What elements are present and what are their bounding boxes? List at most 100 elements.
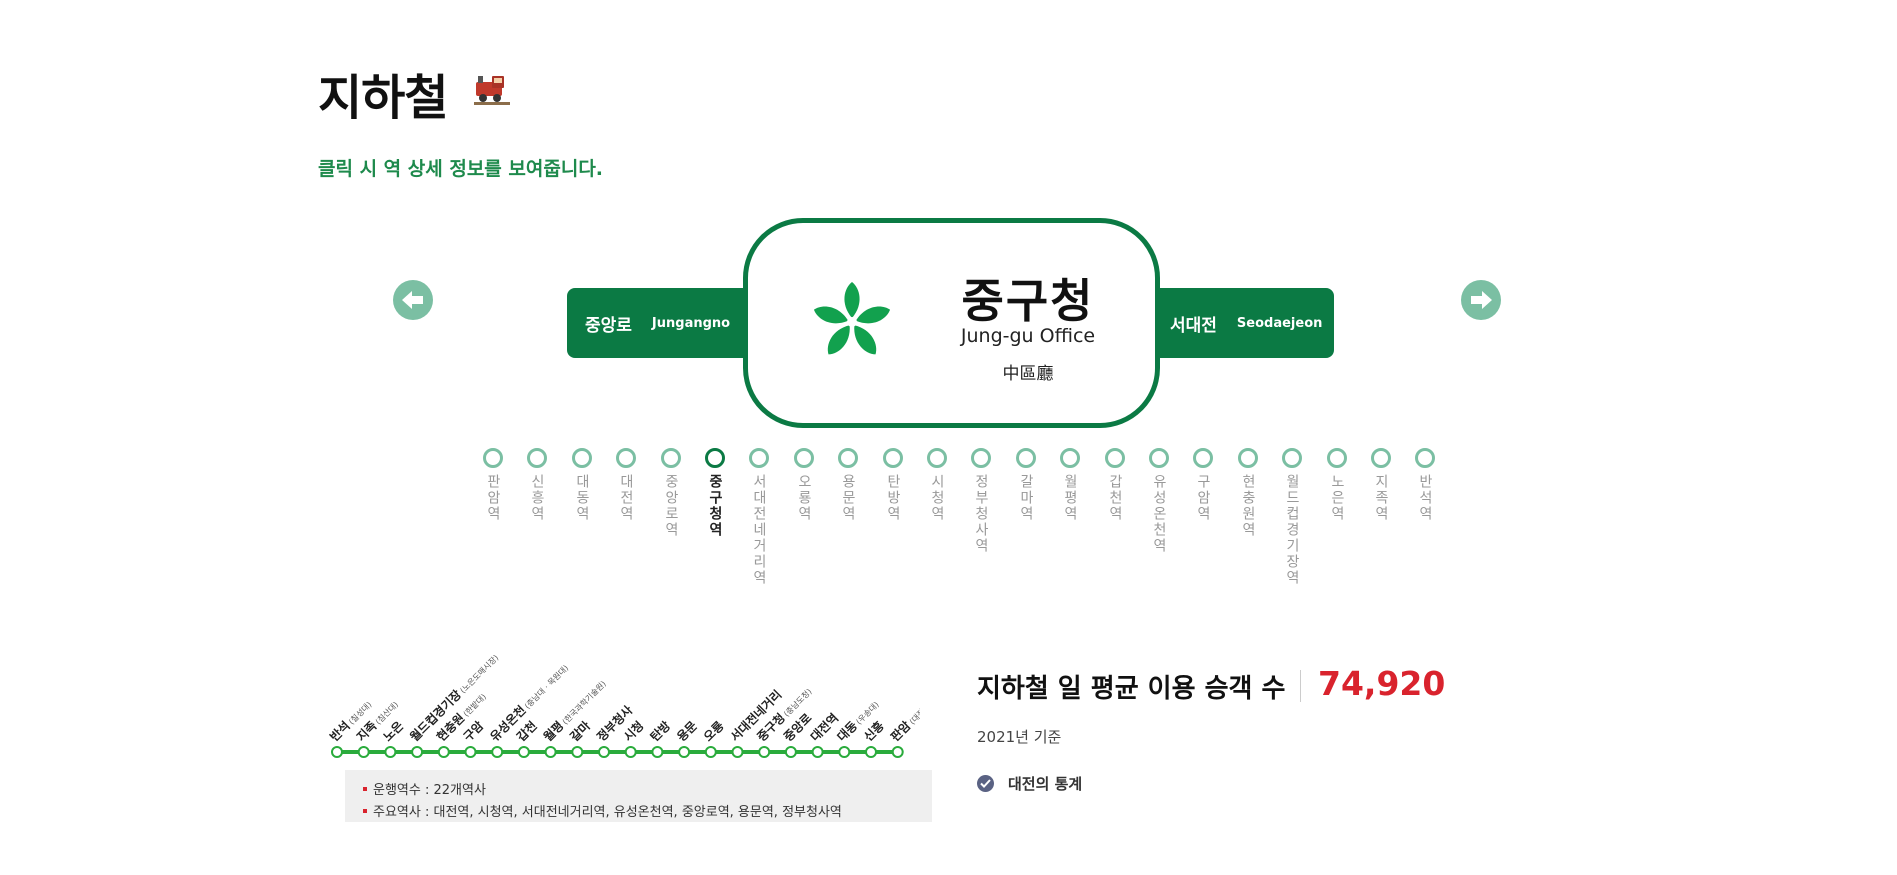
line-map: 반석(칠성대) 지족(침산대) 노은 월드컵경기장(노은도매시장) 현충원(한밭대) 구암… bbox=[320, 640, 934, 760]
station-name: 서대전네거리역 bbox=[751, 474, 767, 586]
station-name: 월드컵경기장역 bbox=[1284, 474, 1300, 586]
page-title: 지하철 bbox=[318, 70, 448, 126]
line-station-label: 오룡 bbox=[700, 718, 726, 744]
station-item[interactable]: 구암역 bbox=[1188, 448, 1218, 522]
line-station-marker bbox=[758, 746, 771, 758]
station-item[interactable]: 탄방역 bbox=[878, 448, 908, 522]
station-item[interactable]: 정부청사역 bbox=[966, 448, 996, 554]
station-dot-icon bbox=[1371, 448, 1391, 468]
station-name: 오룡역 bbox=[796, 474, 812, 522]
station-name: 대동역 bbox=[574, 474, 590, 522]
major-stations-text: 주요역사 : 대전역, 시청역, 서대전네거리역, 유성온천역, 중앙로역, 용… bbox=[373, 805, 842, 820]
station-item[interactable]: 중앙로역 bbox=[656, 448, 686, 538]
current-station-name-hanja: 中區廳 bbox=[1002, 364, 1054, 384]
station-item[interactable]: 갑천역 bbox=[1100, 448, 1130, 522]
ridership-label: 지하철 일 평균 이용 승객 수 bbox=[977, 674, 1286, 704]
arrow-right-icon bbox=[1471, 291, 1492, 309]
line-station-label: 판암(대전대) bbox=[887, 696, 920, 744]
station-item[interactable]: 중구청역 bbox=[700, 448, 730, 538]
year-note: 2021년 기준 bbox=[977, 728, 1062, 746]
station-item[interactable]: 오룡역 bbox=[789, 448, 819, 522]
station-item[interactable]: 월평역 bbox=[1055, 448, 1085, 522]
station-item[interactable]: 용문역 bbox=[833, 448, 863, 522]
station-item[interactable]: 신흥역 bbox=[522, 448, 552, 522]
station-item[interactable]: 노은역 bbox=[1322, 448, 1352, 522]
line-station-label: 탄방 bbox=[647, 718, 673, 744]
line-station-marker bbox=[437, 746, 450, 758]
station-name: 시청역 bbox=[929, 474, 945, 522]
station-name: 갑천역 bbox=[1107, 474, 1123, 522]
station-dot-icon bbox=[705, 448, 725, 468]
station-dot-icon bbox=[1149, 448, 1169, 468]
station-item[interactable]: 서대전네거리역 bbox=[744, 448, 774, 586]
station-dot-icon bbox=[971, 448, 991, 468]
station-dot-icon bbox=[794, 448, 814, 468]
station-item[interactable]: 대전역 bbox=[611, 448, 641, 522]
line-station-marker bbox=[357, 746, 370, 758]
station-dot-icon bbox=[616, 448, 636, 468]
station-item[interactable]: 대동역 bbox=[567, 448, 597, 522]
line-station-marker bbox=[704, 746, 717, 758]
daejeon-stats-label: 대전의 통계 bbox=[1008, 775, 1083, 793]
station-dot-icon bbox=[1282, 448, 1302, 468]
station-dot-icon bbox=[1327, 448, 1347, 468]
station-name: 노은역 bbox=[1329, 474, 1345, 522]
line-station-marker bbox=[464, 746, 477, 758]
station-dot-icon bbox=[661, 448, 681, 468]
next-station-sign[interactable]: 서대전 Seodaejeon bbox=[1150, 288, 1334, 358]
station-name: 현충원역 bbox=[1240, 474, 1256, 538]
daejeon-stats-link[interactable]: 대전의 통계 bbox=[977, 773, 1082, 794]
station-count-row: 운행역수 : 22개역사 bbox=[363, 779, 486, 798]
ridership-value: 74,920 bbox=[1318, 664, 1446, 703]
station-item[interactable]: 갈마역 bbox=[1011, 448, 1041, 522]
station-item[interactable]: 반석역 bbox=[1410, 448, 1440, 522]
line-station-marker bbox=[384, 746, 397, 758]
station-item[interactable]: 지족역 bbox=[1366, 448, 1396, 522]
line-station-marker bbox=[491, 746, 504, 758]
station-dot-icon bbox=[1060, 448, 1080, 468]
major-stations-row: 주요역사 : 대전역, 시청역, 서대전네거리역, 유성온천역, 중앙로역, 용… bbox=[363, 801, 842, 820]
line-station-marker bbox=[651, 746, 664, 758]
station-name: 지족역 bbox=[1373, 474, 1389, 522]
station-dot-icon bbox=[1415, 448, 1435, 468]
station-dot-icon bbox=[883, 448, 903, 468]
station-item[interactable]: 판암역 bbox=[478, 448, 508, 522]
arrow-left-icon bbox=[402, 291, 423, 309]
line-station-marker bbox=[865, 746, 877, 758]
line-station-label: 용문 bbox=[674, 718, 700, 744]
station-name: 탄방역 bbox=[885, 474, 901, 522]
station-name: 중앙로역 bbox=[663, 474, 679, 538]
line-station-label: 대전역 bbox=[807, 710, 841, 744]
station-item[interactable]: 시청역 bbox=[922, 448, 952, 522]
line-station-marker bbox=[544, 746, 557, 758]
station-dot-icon bbox=[1238, 448, 1258, 468]
line-station-marker bbox=[517, 746, 530, 758]
station-name: 용문역 bbox=[840, 474, 856, 522]
station-name: 판암역 bbox=[485, 474, 501, 522]
line-station-marker bbox=[784, 746, 797, 758]
station-name: 정부청사역 bbox=[973, 474, 989, 554]
line-info-box: 운행역수 : 22개역사 주요역사 : 대전역, 시청역, 서대전네거리역, 유… bbox=[345, 770, 932, 822]
train-icon bbox=[474, 72, 510, 106]
line-station-marker bbox=[838, 746, 851, 758]
station-dot-icon bbox=[483, 448, 503, 468]
line-station-marker bbox=[731, 746, 744, 758]
divider bbox=[1300, 670, 1301, 702]
station-name: 대전역 bbox=[618, 474, 634, 522]
station-dot-icon bbox=[838, 448, 858, 468]
current-station-sign: 중구청 Jung-gu Office 中區廳 bbox=[743, 218, 1160, 428]
station-item[interactable]: 현충원역 bbox=[1233, 448, 1263, 538]
page-subtitle: 클릭 시 역 상세 정보를 보여줍니다. bbox=[318, 158, 604, 180]
station-dot-icon bbox=[572, 448, 592, 468]
bullet-icon bbox=[363, 786, 367, 791]
prev-station-sign[interactable]: 중앙로 Jungangno bbox=[567, 288, 757, 358]
current-station-name-ko: 중구청 bbox=[961, 274, 1095, 328]
station-name: 갈마역 bbox=[1018, 474, 1034, 522]
station-name: 월평역 bbox=[1062, 474, 1078, 522]
next-station-button[interactable] bbox=[1461, 280, 1501, 320]
station-item[interactable]: 유성온천역 bbox=[1144, 448, 1174, 554]
line-station-marker bbox=[678, 746, 691, 758]
check-icon bbox=[977, 775, 994, 792]
prev-station-button[interactable] bbox=[393, 280, 433, 320]
station-item[interactable]: 월드컵경기장역 bbox=[1277, 448, 1307, 586]
